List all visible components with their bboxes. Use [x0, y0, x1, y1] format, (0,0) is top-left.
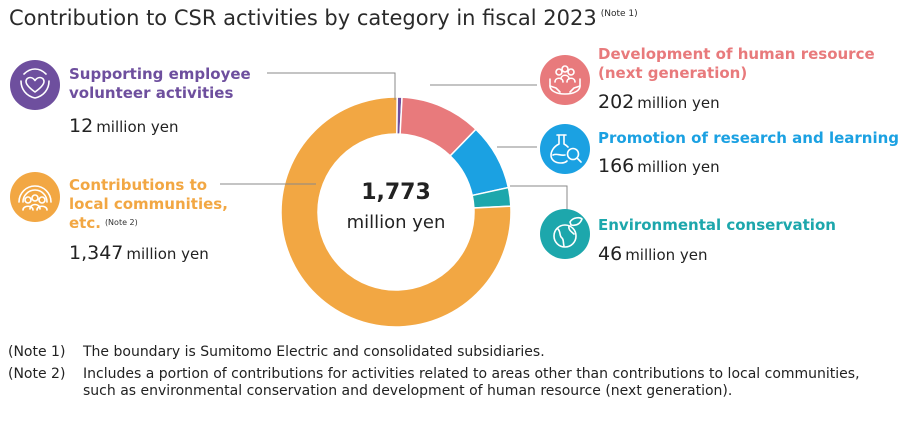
title-note-marker: (Note 1): [600, 9, 638, 19]
label-environment: Environmental conservation: [598, 216, 836, 234]
note2-marker: (Note 2): [104, 218, 138, 227]
value-environment: 46 million yen: [598, 243, 708, 265]
heart-hands-icon: [10, 60, 60, 110]
leader-lines: [220, 72, 568, 210]
value-volunteer: 12 million yen: [69, 115, 179, 137]
people-in-hands-icon: [540, 55, 590, 105]
value-local: 1,347 million yen: [69, 242, 209, 264]
label-local: Contributions to local communities, etc. (N…: [69, 176, 228, 232]
value-research: 166 million yen: [598, 155, 720, 177]
leader-line-volunteer: [267, 72, 396, 100]
community-people-icon: [10, 172, 60, 222]
flask-magnifier-icon: [540, 124, 590, 174]
donut-slice-4: [280, 96, 512, 328]
footnote-2: (Note 2) Includes a portion of contributi…: [8, 366, 860, 399]
label-research: Promotion of research and learning: [598, 129, 900, 147]
donut-slices: [280, 96, 512, 328]
donut-chart: [220, 72, 568, 328]
value-human: 202 million yen: [598, 91, 720, 113]
total-unit: million yen: [346, 212, 446, 233]
label-human: Development of human resource (next gener…: [598, 45, 875, 82]
total-value: 1,773: [361, 180, 431, 205]
chart-title: Contribution to CSR activities by catego…: [9, 6, 638, 30]
label-volunteer: Supporting employee volunteer activities: [69, 65, 251, 102]
footnote-1: (Note 1) The boundary is Sumitomo Electri…: [8, 344, 545, 360]
footnotes: (Note 1) The boundary is Sumitomo Electri…: [8, 344, 863, 405]
globe-leaf-icon: [540, 209, 590, 259]
leader-line-environment: [510, 185, 568, 210]
